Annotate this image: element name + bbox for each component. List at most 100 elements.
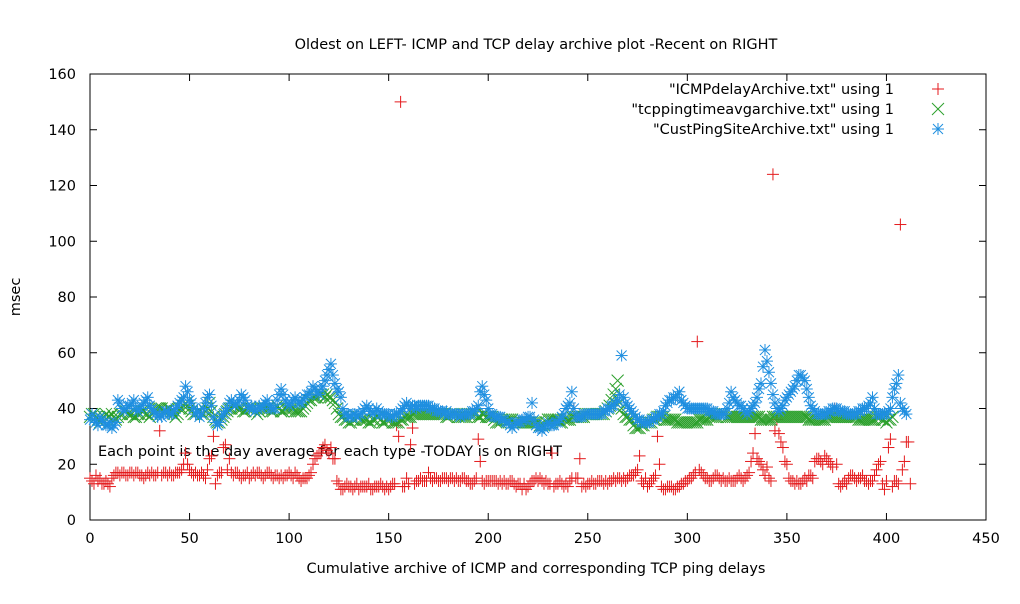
data-point: [890, 474, 903, 487]
data-point: [143, 399, 156, 412]
data-point: [472, 433, 485, 446]
legend-label: "ICMPdelayArchive.txt" using 1: [669, 82, 894, 98]
data-point: [561, 480, 574, 493]
data-point: [173, 396, 186, 409]
data-point: [223, 452, 236, 465]
data-point: [690, 416, 704, 429]
data-point: [607, 399, 620, 412]
data-point: [201, 463, 214, 476]
data-point: [565, 385, 578, 398]
x-tick-label: 350: [773, 531, 801, 547]
data-point: [800, 382, 813, 395]
data-point: [830, 458, 843, 471]
data-point: [764, 377, 777, 390]
data-point: [886, 391, 899, 404]
data-point: [762, 472, 775, 485]
x-tick-label: 450: [972, 531, 1000, 547]
data-point: [153, 424, 166, 437]
data-point: [573, 452, 586, 465]
y-tick-label: 120: [48, 179, 76, 195]
data-point: [486, 408, 499, 421]
data-point: [571, 472, 584, 485]
data-point: [145, 402, 158, 415]
data-point: [559, 402, 572, 415]
y-tick-label: 20: [58, 457, 76, 473]
y-tick-label: 60: [58, 346, 76, 362]
y-tick-label: 140: [48, 123, 76, 139]
data-point: [85, 408, 98, 421]
data-points: [83, 95, 917, 496]
data-point: [745, 402, 758, 415]
data-point: [890, 377, 903, 390]
data-point: [177, 391, 190, 404]
series-1: [84, 95, 917, 496]
data-point: [669, 413, 682, 427]
data-point: [884, 433, 897, 446]
data-point: [203, 452, 216, 465]
data-point: [741, 469, 754, 482]
data-point: [649, 469, 662, 482]
data-point: [303, 469, 316, 482]
data-point: [894, 396, 907, 409]
data-point: [780, 391, 793, 404]
data-point: [868, 469, 881, 482]
data-point: [898, 405, 911, 418]
data-point: [800, 410, 814, 424]
data-point: [400, 472, 413, 485]
data-point: [896, 463, 909, 476]
data-point: [318, 438, 331, 451]
data-point: [474, 455, 487, 468]
data-point: [203, 388, 216, 401]
data-point: [774, 435, 787, 448]
data-point: [326, 369, 339, 382]
data-point: [209, 477, 222, 490]
legend-marker: [932, 83, 944, 95]
data-point: [806, 472, 819, 485]
data-point: [866, 474, 879, 487]
data-point: [545, 447, 558, 460]
legend-label: "tcppingtimeavgarchive.txt" using 1: [631, 102, 894, 118]
data-point: [719, 408, 732, 421]
data-point: [776, 441, 789, 454]
data-point: [872, 458, 885, 471]
x-tick-label: 0: [85, 531, 94, 547]
data-point: [396, 402, 409, 415]
data-point: [217, 441, 230, 454]
data-point: [686, 416, 700, 429]
data-point: [219, 438, 232, 451]
data-point: [770, 413, 783, 426]
data-point: [406, 422, 419, 435]
chart-annotation: Each point is the day average for each t…: [98, 444, 562, 460]
legend-label: "CustPingSiteArchive.txt" using 1: [653, 122, 894, 138]
data-point: [107, 419, 120, 432]
legend-marker: [931, 102, 945, 116]
data-point: [215, 410, 228, 423]
data-point: [735, 399, 748, 412]
data-point: [751, 391, 764, 404]
data-point: [667, 413, 680, 427]
data-point: [211, 419, 224, 432]
data-point: [749, 427, 762, 440]
data-point: [659, 399, 672, 412]
data-point: [137, 396, 150, 409]
data-point: [804, 469, 817, 482]
data-point: [743, 405, 756, 418]
data-point: [307, 458, 320, 471]
data-point: [892, 369, 905, 382]
data-point: [205, 399, 218, 412]
x-tick-label: 200: [474, 531, 502, 547]
data-point: [796, 371, 809, 384]
data-point: [305, 466, 318, 479]
data-point: [898, 455, 911, 468]
data-point: [561, 399, 574, 412]
legend: "ICMPdelayArchive.txt" using 1 "tcppingti…: [631, 82, 945, 138]
data-point: [173, 466, 186, 479]
data-point: [802, 391, 815, 404]
data-point: [324, 357, 337, 370]
data-point: [480, 394, 493, 407]
data-point: [762, 413, 776, 427]
y-tick-label: 40: [58, 402, 76, 418]
data-point: [758, 413, 772, 427]
data-point: [394, 405, 407, 418]
data-point: [653, 458, 666, 471]
